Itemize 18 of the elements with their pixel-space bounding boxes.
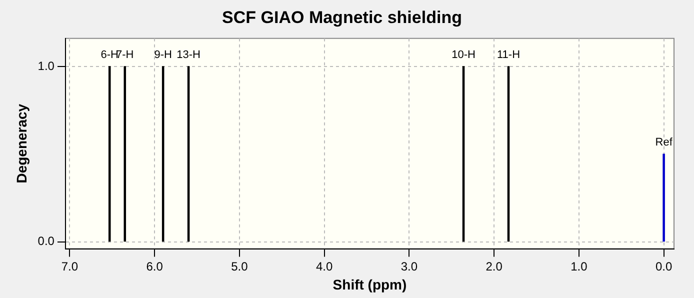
annotation: 6-H bbox=[100, 48, 119, 61]
annotation: 10-H bbox=[452, 48, 476, 61]
annotation: 11-H bbox=[496, 48, 520, 61]
annotation: 7-H bbox=[116, 48, 134, 61]
x-tick-label: 5.0 bbox=[231, 259, 248, 274]
chart-title: SCF GIAO Magnetic shielding bbox=[222, 8, 462, 27]
x-tick-label: 4.0 bbox=[316, 259, 333, 274]
annotation: 13-H bbox=[176, 48, 201, 61]
x-axis-title: Shift (ppm) bbox=[332, 276, 407, 292]
x-tick-label: 7.0 bbox=[61, 259, 78, 274]
y-axis-title: Degeneracy bbox=[13, 104, 30, 184]
x-tick-label: 1.0 bbox=[570, 259, 588, 274]
x-tick-label: 3.0 bbox=[400, 259, 418, 274]
x-tick-label: 0.0 bbox=[655, 259, 672, 274]
annotation: Ref bbox=[655, 136, 674, 149]
x-tick-label: 2.0 bbox=[486, 259, 503, 274]
annotation: 9-H bbox=[154, 48, 172, 61]
x-tick-label: 6.0 bbox=[146, 259, 164, 274]
